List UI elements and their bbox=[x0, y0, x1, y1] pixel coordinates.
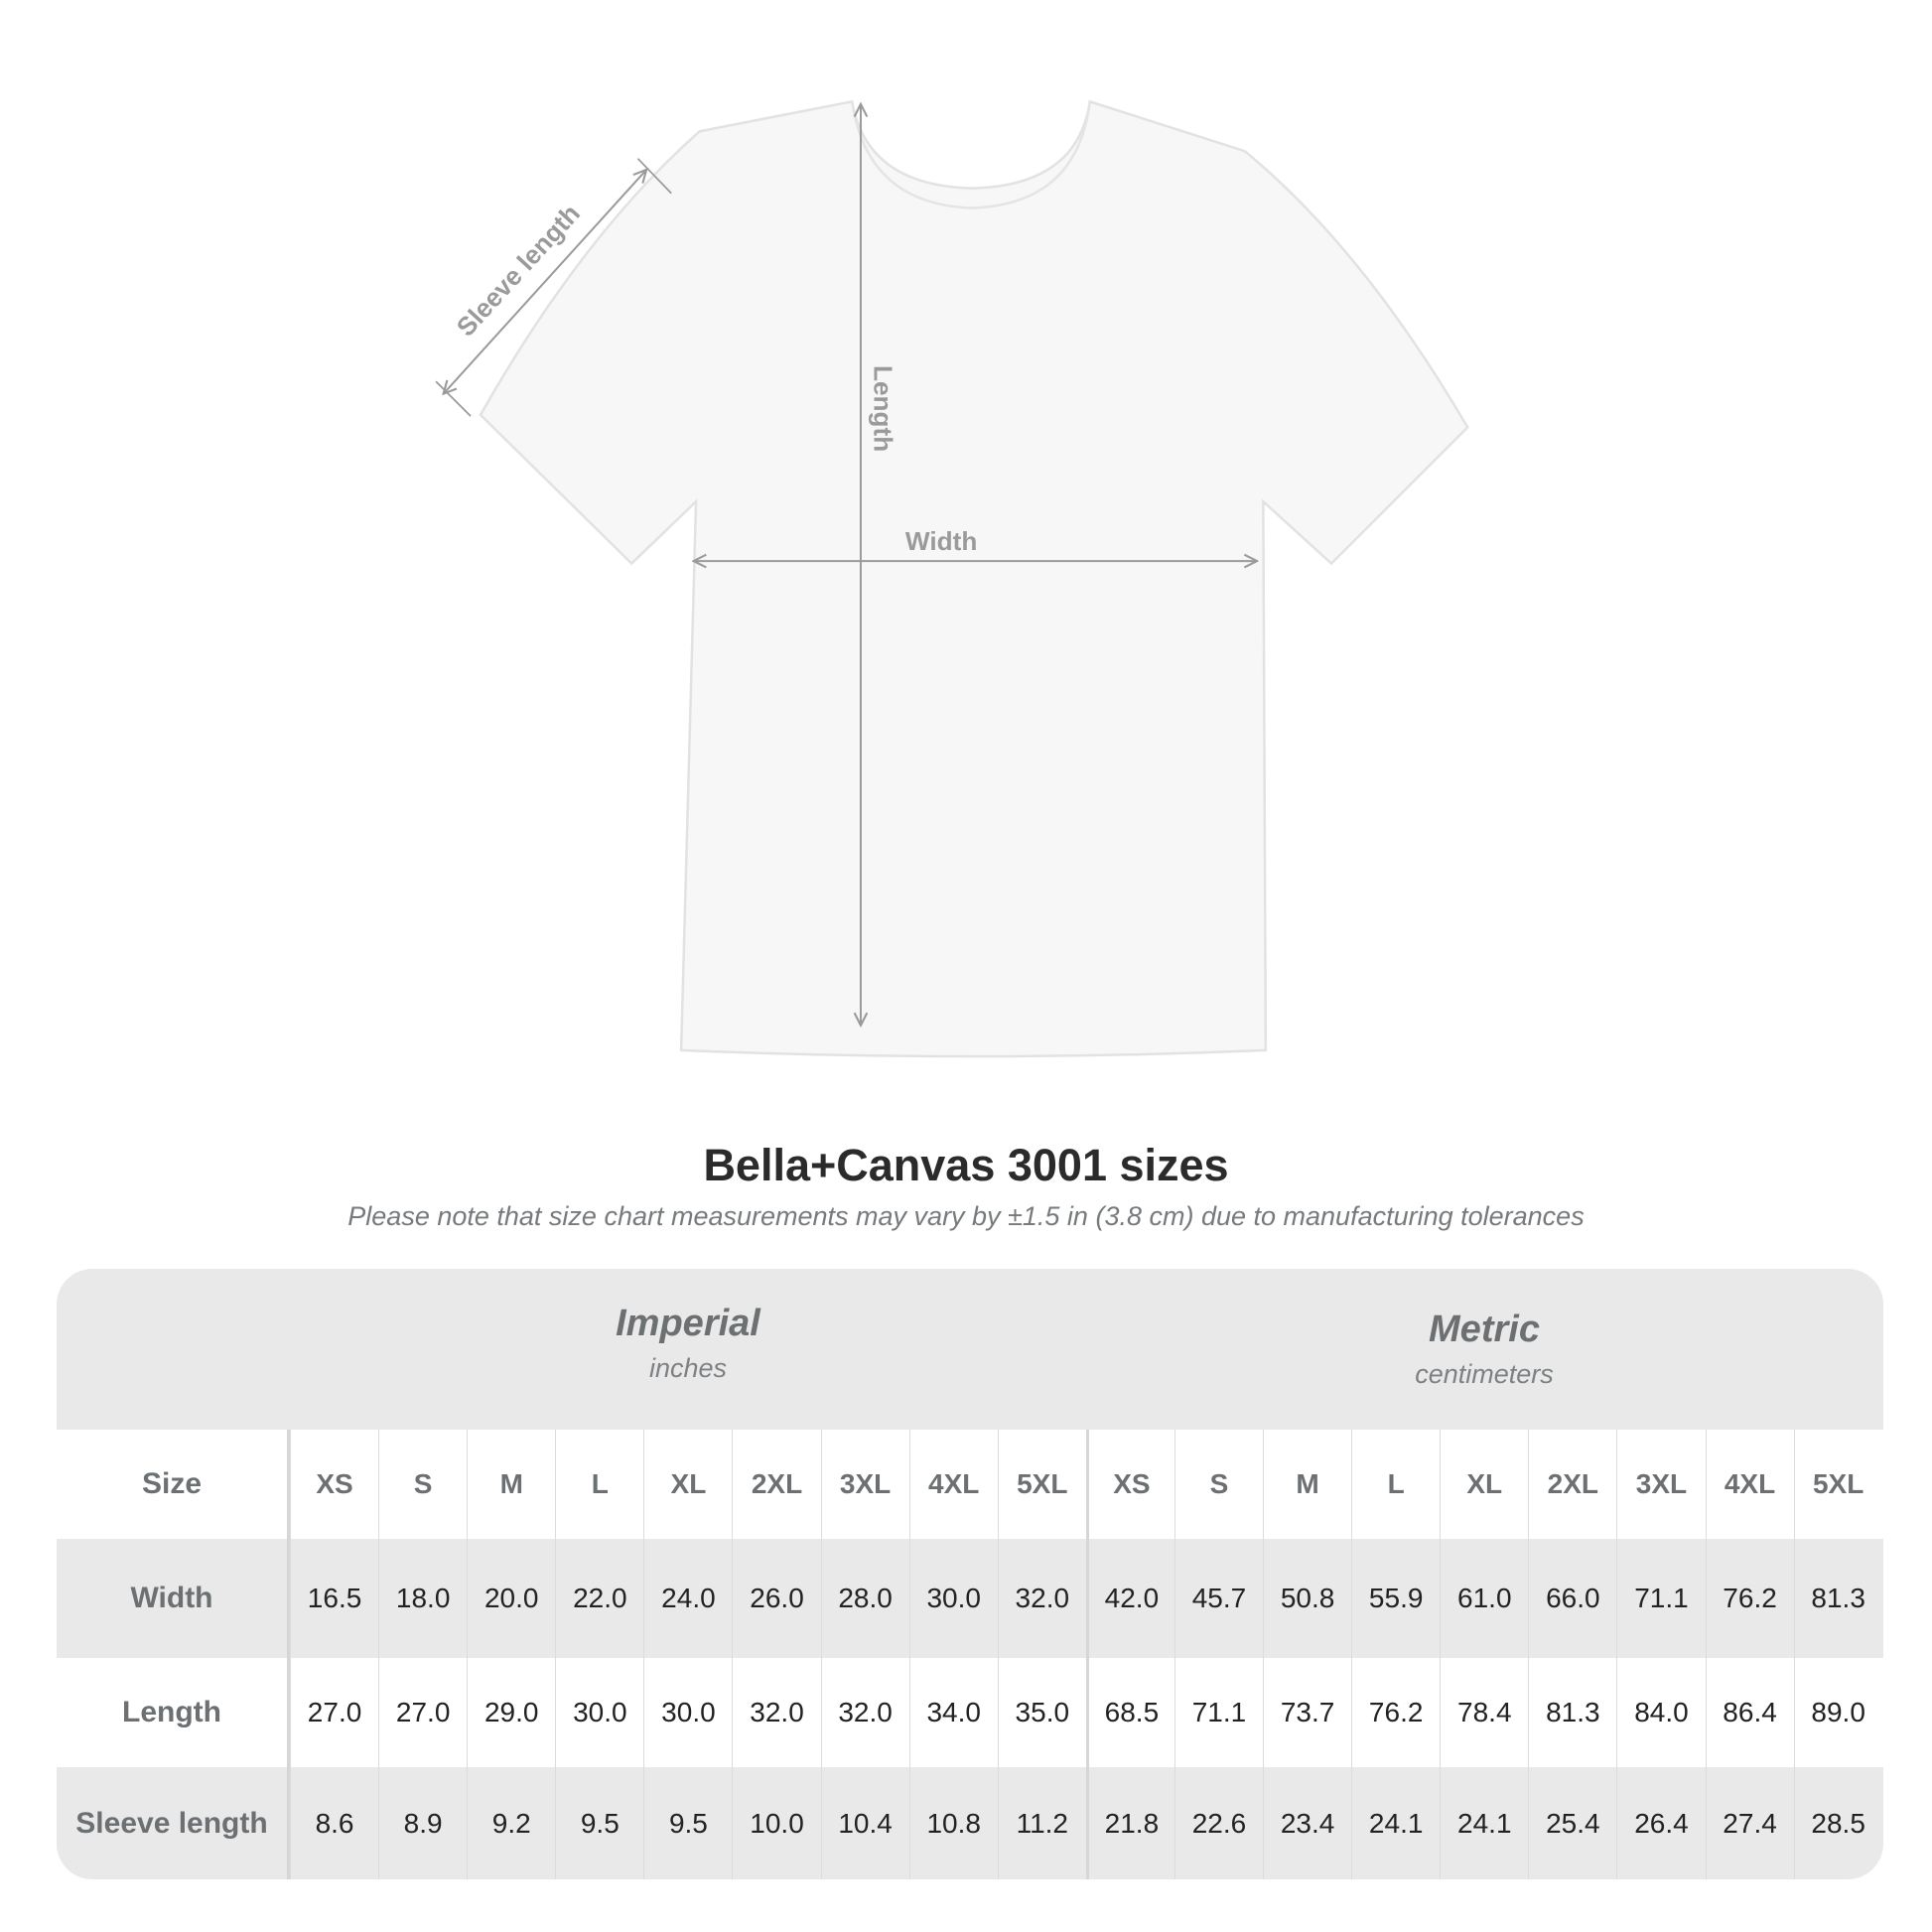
metric-value: 55.9 bbox=[1351, 1539, 1440, 1658]
metric-value: 71.1 bbox=[1173, 1658, 1263, 1767]
size-header: 2XL bbox=[1528, 1430, 1616, 1539]
size-header: M bbox=[467, 1430, 555, 1539]
metric-value: 76.2 bbox=[1705, 1539, 1794, 1658]
metric-value: 76.2 bbox=[1351, 1658, 1440, 1767]
metric-value: 84.0 bbox=[1616, 1658, 1705, 1767]
size-header: S bbox=[1173, 1430, 1263, 1539]
metric-title: Metric bbox=[1429, 1309, 1540, 1350]
metric-value: 21.8 bbox=[1085, 1767, 1174, 1879]
size-header: XL bbox=[643, 1430, 732, 1539]
metric-unit: centimeters bbox=[1415, 1359, 1554, 1389]
metric-value: 81.3 bbox=[1793, 1539, 1882, 1658]
imperial-value: 34.0 bbox=[908, 1658, 998, 1767]
imperial-value: 8.9 bbox=[378, 1767, 467, 1879]
metric-value: 24.1 bbox=[1351, 1767, 1440, 1879]
imperial-value: 29.0 bbox=[467, 1658, 555, 1767]
imperial-value: 27.0 bbox=[290, 1658, 378, 1767]
imperial-value: 30.0 bbox=[643, 1658, 732, 1767]
imperial-value: 22.0 bbox=[555, 1539, 643, 1658]
metric-value: 68.5 bbox=[1085, 1658, 1174, 1767]
metric-value: 42.0 bbox=[1085, 1539, 1174, 1658]
metric-value: 23.4 bbox=[1263, 1767, 1351, 1879]
imperial-value: 9.2 bbox=[467, 1767, 555, 1879]
size-header: XS bbox=[290, 1430, 378, 1539]
imperial-value: 30.0 bbox=[908, 1539, 998, 1658]
size-header: L bbox=[555, 1430, 643, 1539]
metric-value: 25.4 bbox=[1528, 1767, 1616, 1879]
metric-value: 81.3 bbox=[1528, 1658, 1616, 1767]
imperial-value: 18.0 bbox=[378, 1539, 467, 1658]
table-header-band bbox=[57, 1269, 1883, 1430]
metric-value: 24.1 bbox=[1440, 1767, 1528, 1879]
imperial-value: 32.0 bbox=[732, 1658, 820, 1767]
length-label: Length bbox=[869, 365, 898, 452]
imperial-value: 10.0 bbox=[732, 1767, 820, 1879]
size-header: S bbox=[378, 1430, 467, 1539]
imperial-value: 20.0 bbox=[467, 1539, 555, 1658]
imperial-value: 28.0 bbox=[820, 1539, 909, 1658]
size-header: 5XL bbox=[1793, 1430, 1882, 1539]
metric-value: 71.1 bbox=[1616, 1539, 1705, 1658]
size-header: L bbox=[1351, 1430, 1440, 1539]
size-header: M bbox=[1263, 1430, 1351, 1539]
metric-value: 66.0 bbox=[1528, 1539, 1616, 1658]
imperial-value: 27.0 bbox=[378, 1658, 467, 1767]
imperial-header: Imperial inches bbox=[290, 1303, 1086, 1384]
metric-value: 61.0 bbox=[1440, 1539, 1528, 1658]
size-table: Imperial inches Metric centimeters Size X… bbox=[57, 1269, 1883, 1879]
imperial-value: 26.0 bbox=[732, 1539, 820, 1658]
row-label: Length bbox=[57, 1658, 290, 1767]
metric-value: 78.4 bbox=[1440, 1658, 1528, 1767]
metric-value: 89.0 bbox=[1793, 1658, 1882, 1767]
imperial-value: 24.0 bbox=[643, 1539, 732, 1658]
metric-value: 28.5 bbox=[1793, 1767, 1882, 1879]
size-header: 4XL bbox=[1705, 1430, 1794, 1539]
imperial-value: 16.5 bbox=[290, 1539, 378, 1658]
row-label: Sleeve length bbox=[57, 1767, 290, 1879]
imperial-title: Imperial bbox=[616, 1303, 760, 1344]
metric-value: 26.4 bbox=[1616, 1767, 1705, 1879]
row-label: Size bbox=[57, 1430, 290, 1539]
page-title: Bella+Canvas 3001 sizes bbox=[703, 1140, 1229, 1190]
imperial-value: 35.0 bbox=[997, 1658, 1086, 1767]
metric-header: Metric centimeters bbox=[1086, 1309, 1882, 1390]
size-header: 3XL bbox=[1616, 1430, 1705, 1539]
table-row: Length 27.0 27.0 29.0 30.0 30.0 32.0 32.0 34.0 35… bbox=[57, 1658, 1883, 1767]
metric-value: 45.7 bbox=[1173, 1539, 1263, 1658]
tshirt-image bbox=[479, 99, 1469, 1058]
table-row: Width 16.5 18.0 20.0 22.0 24.0 26.0 28.0 30.0 32.… bbox=[57, 1539, 1883, 1658]
imperial-value: 9.5 bbox=[555, 1767, 643, 1879]
size-header-row: Size XS S M L XL 2XL 3XL 4XL 5XL XS S M L XL 2XL 3XL 4XL 5… bbox=[57, 1430, 1883, 1539]
row-label: Width bbox=[57, 1539, 290, 1658]
size-header: XL bbox=[1440, 1430, 1528, 1539]
imperial-value: 32.0 bbox=[820, 1658, 909, 1767]
size-header: 3XL bbox=[820, 1430, 909, 1539]
size-header: XS bbox=[1085, 1430, 1174, 1539]
imperial-value: 32.0 bbox=[997, 1539, 1086, 1658]
size-header: 2XL bbox=[732, 1430, 820, 1539]
imperial-value: 10.8 bbox=[908, 1767, 998, 1879]
metric-value: 73.7 bbox=[1263, 1658, 1351, 1767]
size-header: 5XL bbox=[997, 1430, 1086, 1539]
metric-value: 27.4 bbox=[1705, 1767, 1794, 1879]
imperial-value: 10.4 bbox=[820, 1767, 909, 1879]
table-row: Sleeve length 8.6 8.9 9.2 9.5 9.5 10.0 10.4 10.8… bbox=[57, 1767, 1883, 1879]
sleeve-arrow bbox=[444, 170, 647, 394]
width-label: Width bbox=[905, 526, 977, 556]
imperial-value: 8.6 bbox=[290, 1767, 378, 1879]
imperial-value: 11.2 bbox=[997, 1767, 1086, 1879]
metric-value: 86.4 bbox=[1705, 1658, 1794, 1767]
imperial-unit: inches bbox=[648, 1353, 728, 1383]
tolerance-note: Please note that size chart measurements… bbox=[347, 1201, 1585, 1231]
size-header: 4XL bbox=[908, 1430, 998, 1539]
imperial-value: 9.5 bbox=[643, 1767, 732, 1879]
metric-value: 50.8 bbox=[1263, 1539, 1351, 1658]
metric-value: 22.6 bbox=[1173, 1767, 1263, 1879]
imperial-value: 30.0 bbox=[555, 1658, 643, 1767]
